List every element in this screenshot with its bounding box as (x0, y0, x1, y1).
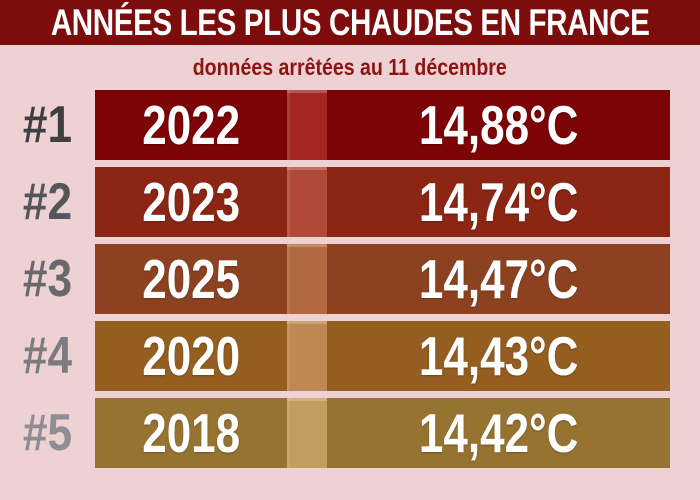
ranking-list: #1 2022 14,88°C #2 2023 14,74°C #3 2 (0, 90, 700, 468)
temperature-cell: 14,43°C (327, 321, 670, 391)
page-title: ANNÉES LES PLUS CHAUDES EN FRANCE (50, 1, 650, 43)
rank-label: #4 (22, 327, 73, 385)
year-cell: 2018 (95, 398, 287, 468)
rank-row-3: #3 2025 14,47°C (0, 244, 700, 314)
temperature-value: 14,88°C (418, 94, 579, 156)
temperature-value: 14,42°C (418, 402, 579, 464)
divider-segment (287, 167, 327, 237)
divider-segment (287, 321, 327, 391)
year-cell: 2023 (95, 167, 287, 237)
rank-bar: 2022 14,88°C (95, 90, 670, 160)
rank-bar: 2023 14,74°C (95, 167, 670, 237)
year-cell: 2022 (95, 90, 287, 160)
title-bar: ANNÉES LES PLUS CHAUDES EN FRANCE (0, 0, 700, 45)
year-cell: 2025 (95, 244, 287, 314)
rank-label: #5 (22, 404, 73, 462)
temperature-cell: 14,88°C (327, 90, 670, 160)
divider-segment (287, 90, 327, 160)
temperature-cell: 14,42°C (327, 398, 670, 468)
year-cell: 2020 (95, 321, 287, 391)
rank-row-2: #2 2023 14,74°C (0, 167, 700, 237)
year-value: 2020 (142, 325, 240, 387)
temperature-value: 14,47°C (418, 248, 579, 310)
temperature-value: 14,74°C (418, 171, 579, 233)
year-value: 2018 (142, 402, 240, 464)
subtitle: données arrêtées au 11 décembre (192, 54, 508, 80)
temperature-value: 14,43°C (418, 325, 579, 387)
rank-bar: 2025 14,47°C (95, 244, 670, 314)
rank-label: #2 (22, 173, 73, 231)
divider-segment (287, 244, 327, 314)
year-value: 2023 (142, 171, 240, 233)
temperature-cell: 14,47°C (327, 244, 670, 314)
year-value: 2025 (142, 248, 240, 310)
rank-bar: 2020 14,43°C (95, 321, 670, 391)
rank-row-1: #1 2022 14,88°C (0, 90, 700, 160)
rank-bar: 2018 14,42°C (95, 398, 670, 468)
rank-label: #1 (22, 96, 73, 154)
subtitle-bar: données arrêtées au 11 décembre (0, 45, 700, 90)
rank-row-4: #4 2020 14,43°C (0, 321, 700, 391)
rank-row-5: #5 2018 14,42°C (0, 398, 700, 468)
rank-label: #3 (22, 250, 73, 308)
divider-segment (287, 398, 327, 468)
temperature-cell: 14,74°C (327, 167, 670, 237)
year-value: 2022 (142, 94, 240, 156)
